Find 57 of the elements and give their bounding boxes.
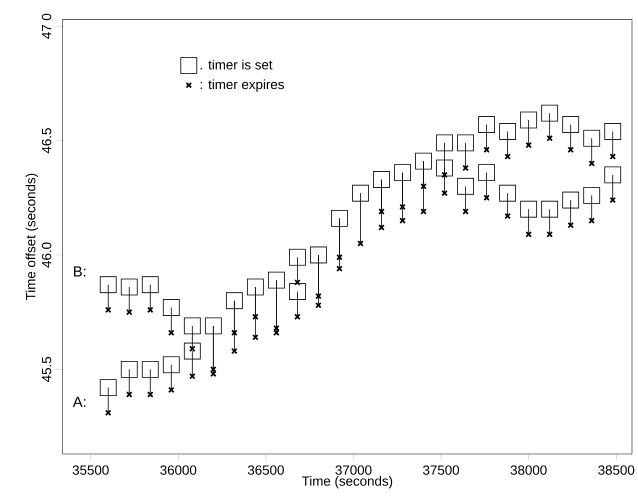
point (541, 104, 558, 122)
point (457, 178, 474, 195)
point (520, 112, 538, 128)
point (436, 134, 453, 152)
point (184, 317, 201, 334)
y-tick-label: 46.0 (42, 242, 52, 268)
point (436, 160, 453, 176)
point (541, 200, 558, 218)
point (246, 278, 264, 296)
x-tick-label: 37000 (335, 465, 372, 475)
point (310, 246, 327, 264)
x-tick-label: 35500 (72, 465, 109, 475)
point (415, 152, 432, 170)
x-tick-label: 36500 (248, 465, 284, 475)
point (478, 116, 495, 133)
point (562, 116, 580, 133)
point (520, 200, 538, 218)
y-tick-label: 46.5 (42, 128, 52, 154)
x-tick-label: 38000 (510, 465, 547, 475)
point (226, 292, 243, 310)
point (352, 184, 369, 202)
point (100, 276, 117, 294)
point (120, 278, 138, 296)
legend-label: : timer expires (200, 79, 284, 92)
point (268, 272, 285, 289)
point (583, 130, 600, 147)
x-tick-label: 36000 (160, 465, 196, 475)
point (457, 134, 474, 152)
legend-label: . timer is set (200, 60, 272, 70)
y-tick-label: 47 0 (42, 14, 52, 39)
y-axis-title: Time offset (seconds) (26, 174, 38, 300)
point (499, 123, 516, 140)
point (184, 342, 201, 360)
x-tick-label: 37500 (423, 465, 460, 475)
point (394, 164, 411, 181)
point (604, 123, 622, 140)
point (142, 360, 159, 378)
point (204, 317, 222, 334)
annotation: A: (72, 396, 86, 407)
point (289, 248, 306, 266)
point (604, 166, 622, 184)
point (162, 356, 180, 374)
x-tick-label: 38500 (598, 465, 634, 475)
point (562, 192, 580, 208)
point (499, 184, 516, 202)
point (331, 210, 348, 227)
point (142, 276, 159, 294)
point (162, 299, 180, 316)
x-axis-title: Time (seconds) (302, 476, 392, 488)
y-tick-label: 45.5 (42, 356, 52, 382)
annotation: B: (74, 266, 86, 276)
point (100, 379, 117, 396)
point (120, 360, 138, 378)
point (583, 187, 600, 204)
point (289, 283, 306, 300)
point (373, 171, 390, 188)
point (478, 164, 495, 181)
